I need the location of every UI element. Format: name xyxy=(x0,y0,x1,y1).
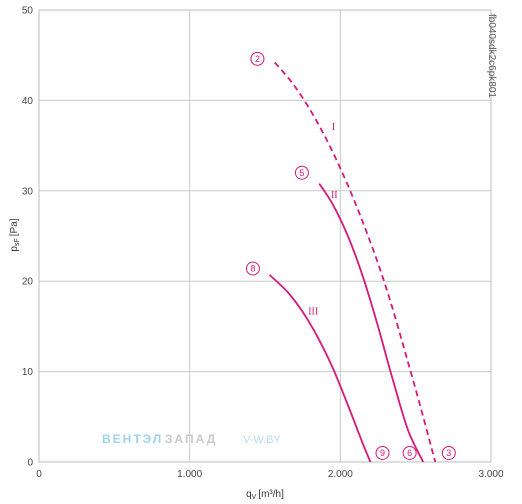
watermark-text-3: V-W.BY xyxy=(243,434,282,446)
curve-marker: 2 xyxy=(250,51,265,66)
watermark-text-1: ВЕНТЭЛ xyxy=(102,432,163,446)
curve-marker: 6 xyxy=(402,445,417,460)
y-axis-subscript: sF xyxy=(14,238,21,246)
curve-marker: 9 xyxy=(375,445,390,460)
product-code-label: fb040sdk2c6pk801 xyxy=(486,14,497,98)
y-tick-label: 50 xyxy=(22,6,34,17)
x-tick-label: 3.000 xyxy=(478,469,503,480)
marker-number: 5 xyxy=(299,168,304,178)
y-tick-label: 10 xyxy=(22,367,34,378)
y-tick-label: 30 xyxy=(22,186,34,197)
curves xyxy=(268,61,437,463)
curve-marker: 5 xyxy=(294,165,309,180)
x-axis-unit: [m³/h] xyxy=(258,489,284,500)
curve-iii xyxy=(268,274,372,463)
y-tick-label: 0 xyxy=(27,458,33,469)
curve-label: III xyxy=(308,307,318,318)
watermark-text-2: ЗАПАД xyxy=(165,432,217,446)
y-axis-unit: [Pa] xyxy=(9,218,20,236)
curve-marker: 8 xyxy=(245,261,260,276)
x-tick-label: 1.000 xyxy=(177,469,202,480)
curve-label: II xyxy=(331,190,338,201)
y-axis-symbol: p xyxy=(9,246,20,252)
marker-circle xyxy=(245,261,260,276)
curve-ii xyxy=(318,183,425,463)
curve-marker: 3 xyxy=(441,445,456,460)
x-axis-label: qV [m³/h] xyxy=(246,489,284,501)
y-tick-label: 40 xyxy=(22,96,34,107)
x-axis-subscript: V xyxy=(252,494,257,501)
axis-ticks: 0 1.000 2.000 3.000 0 10 20 30 40 50 xyxy=(22,6,504,481)
plot-frame xyxy=(38,9,492,463)
marker-circle xyxy=(250,51,265,66)
marker-number: 3 xyxy=(446,448,451,458)
marker-number: 9 xyxy=(380,448,385,458)
x-axis-symbol: q xyxy=(246,489,252,500)
marker-circle xyxy=(294,165,309,180)
curve-label: I xyxy=(332,122,335,133)
marker-circle xyxy=(375,445,390,460)
x-tick-label: 2.000 xyxy=(328,469,353,480)
marker-number: 8 xyxy=(250,264,255,274)
y-axis-label: psF [Pa] xyxy=(9,218,21,251)
marker-number: 6 xyxy=(407,448,412,458)
y-tick-label: 20 xyxy=(22,277,34,288)
x-tick-label: 0 xyxy=(36,469,42,480)
watermark: ВЕНТЭЛ ЗАПАД V-W.BY xyxy=(102,432,282,446)
marker-number: 2 xyxy=(255,54,260,64)
grid xyxy=(38,9,492,463)
curve-i xyxy=(274,61,437,463)
curve-markers: 2 5 8 9 6 3 xyxy=(245,51,456,460)
marker-circle xyxy=(402,445,417,460)
marker-circle xyxy=(441,445,456,460)
